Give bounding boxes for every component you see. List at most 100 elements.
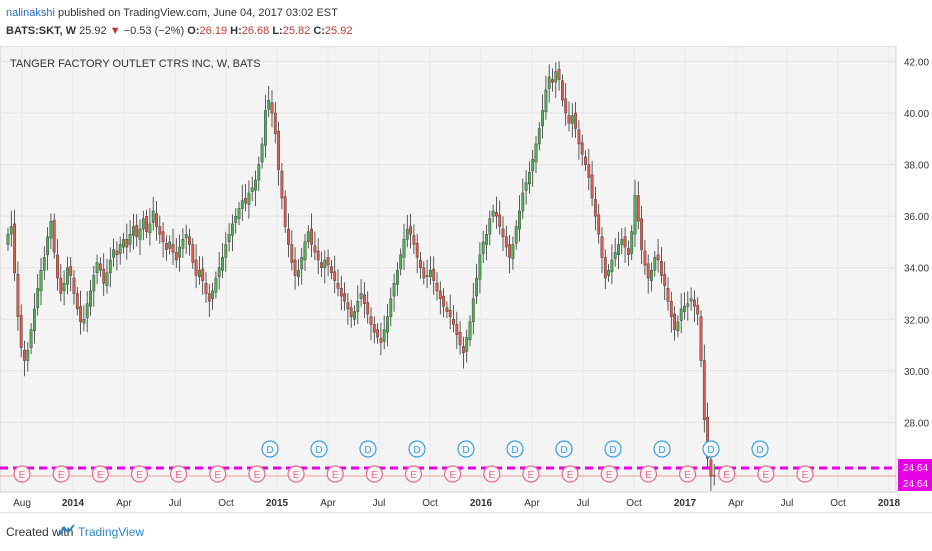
candle-up <box>521 192 525 212</box>
candle-down <box>207 293 211 302</box>
low-label: L: <box>272 25 283 37</box>
level-tag <box>898 459 932 475</box>
candle-down <box>495 212 498 217</box>
earnings-marker-icon <box>678 465 697 483</box>
candle-up <box>402 239 406 258</box>
candle-up <box>224 244 228 258</box>
low-value: 25.82 <box>282 25 311 37</box>
candle-down <box>673 313 677 330</box>
candle-up <box>257 164 261 181</box>
candle-up <box>227 233 231 243</box>
candle-down <box>164 243 168 250</box>
candle-up <box>353 311 356 320</box>
candle-down <box>438 290 442 299</box>
candle-up <box>405 228 409 240</box>
chart-title: TANGER FACTORY OUTLET CTRS INC, W, BATS <box>10 58 261 70</box>
dividend-marker-glyph: D <box>364 445 371 456</box>
candle-up <box>46 236 50 256</box>
x-tick-label: Apr <box>728 498 744 509</box>
x-tick-label: Aug <box>13 498 31 509</box>
candle-up <box>689 298 693 302</box>
price-axis[interactable]: 42.00 40.00 38.00 36.00 34.00 32.00 30.00 28.00… <box>898 57 932 491</box>
candle-down <box>270 102 274 114</box>
candle-up <box>399 254 403 270</box>
earnings-marker-glyph: E <box>19 470 26 481</box>
x-tick-label: Oct <box>830 498 846 509</box>
candle-down <box>577 129 581 145</box>
candle-up <box>620 239 624 245</box>
candle-up <box>676 321 680 332</box>
candle-up <box>122 239 125 248</box>
candle-down <box>174 252 178 261</box>
earnings-marker-icon <box>365 465 383 483</box>
author-link[interactable]: nalinakshi <box>6 7 55 19</box>
candle-down <box>702 360 706 421</box>
earnings-marker-glyph: E <box>802 470 809 481</box>
candle-down <box>75 293 79 310</box>
candle-up <box>653 257 657 271</box>
earnings-marker-glyph: E <box>214 470 221 481</box>
y-tick-label: 34.00 <box>904 264 929 275</box>
candle-down <box>412 235 416 245</box>
candle-up <box>356 301 360 312</box>
candle-up <box>118 244 122 254</box>
candle-up <box>488 218 492 235</box>
candle-up <box>617 244 620 256</box>
earnings-marker-icon <box>757 465 775 483</box>
candle-down <box>244 197 247 204</box>
candle-down <box>102 268 106 284</box>
candle-down <box>115 250 119 256</box>
candle-up <box>471 298 475 323</box>
candle-up <box>465 337 469 352</box>
earnings-marker-glyph: E <box>371 470 378 481</box>
created-with-text: Created with <box>6 525 74 539</box>
x-tick-label: Apr <box>524 498 540 509</box>
candle-up <box>323 259 327 268</box>
candle-down <box>369 316 373 325</box>
candle-down <box>277 130 280 170</box>
candle-up <box>541 110 545 127</box>
tradingview-brand-link[interactable]: TradingView <box>78 525 145 539</box>
level-tag-label: 24.64 <box>903 463 928 474</box>
high-label: H: <box>230 25 242 37</box>
candle-up <box>547 76 551 89</box>
candle-up <box>610 259 614 272</box>
tradingview-logo-icon[interactable] <box>58 524 76 538</box>
candle-up <box>29 329 33 348</box>
dividend-marker-glyph: D <box>413 445 420 456</box>
dividend-marker-glyph: D <box>511 445 518 456</box>
candle-down <box>561 80 564 101</box>
earnings-marker-icon <box>170 465 188 483</box>
candle-up <box>82 319 86 324</box>
chart-canvas[interactable]: TANGER FACTORY OUTLET CTRS INC, W, BATS … <box>0 45 932 510</box>
x-tick-label: Apr <box>116 498 132 509</box>
x-tick-label: 2016 <box>470 498 493 509</box>
earnings-marker-glyph: E <box>175 470 182 481</box>
price-chart[interactable]: TANGER FACTORY OUTLET CTRS INC, W, BATS … <box>0 45 932 510</box>
earnings-marker-glyph: E <box>763 470 770 481</box>
earnings-marker-icon <box>404 465 423 483</box>
earnings-marker-glyph: E <box>684 470 691 481</box>
candle-down <box>693 299 696 307</box>
candle-up <box>181 239 185 249</box>
dividend-marker-icon <box>555 440 573 458</box>
candle-up <box>89 290 92 307</box>
y-tick-label: 40.00 <box>904 109 929 120</box>
earnings-marker-icon <box>52 465 70 483</box>
candle-down <box>59 277 63 294</box>
candle-up <box>511 244 515 259</box>
candle-up <box>178 246 181 258</box>
grid-lines <box>0 46 896 492</box>
candle-down <box>501 228 505 237</box>
event-markers: D D D D D D D D D D D E E E E E E E E E E E E E E E E E E E E E <box>13 440 814 483</box>
candle-down <box>287 228 290 245</box>
dividend-marker-icon <box>408 440 426 458</box>
candle-up <box>386 316 389 333</box>
high-value: 26.68 <box>241 25 270 37</box>
candle-down <box>603 257 607 279</box>
candle-up <box>514 226 518 244</box>
time-axis[interactable]: Aug 2014 Apr Jul Oct 2015 Apr Jul Oct 2016 Apr Jul O… <box>13 498 900 509</box>
earnings-marker-icon <box>796 465 814 483</box>
candle-down <box>551 79 554 83</box>
candle-up <box>425 275 429 277</box>
